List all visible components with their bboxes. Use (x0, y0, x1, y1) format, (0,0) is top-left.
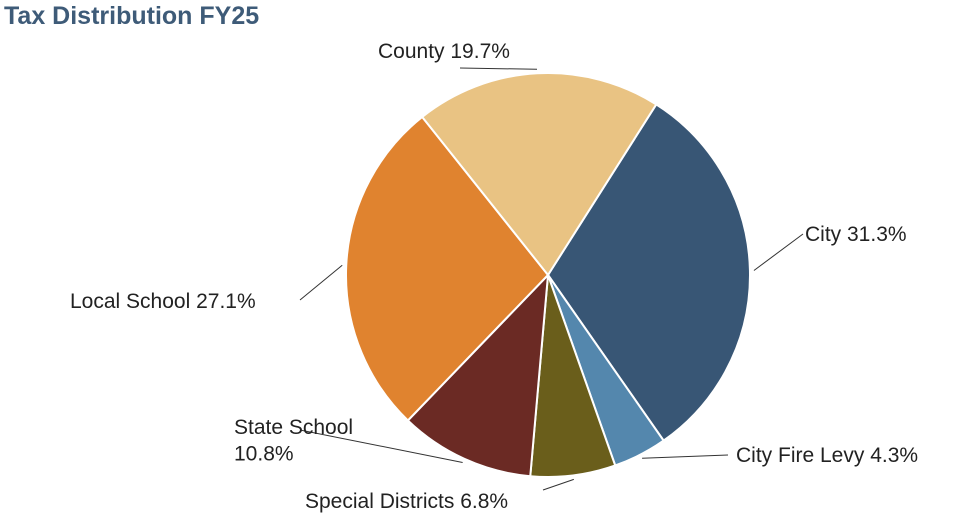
leader-line-special-districts (542, 478, 574, 491)
label-local-school: Local School 27.1% (70, 290, 256, 313)
leader-line-city-fire-levy (642, 454, 729, 459)
leader-line-county (459, 67, 538, 70)
slice-state-school (406, 272, 550, 478)
leader-line-state-school (299, 429, 463, 463)
slice-city (546, 103, 751, 443)
label-state-school: State School 10.8% (234, 416, 353, 465)
pie-slices (345, 72, 751, 478)
chart-title: Tax Distribution FY25 (4, 2, 260, 30)
label-city-fire-levy: City Fire Levy 4.3% (736, 444, 918, 467)
slice-labels: City 31.3% City Fire Levy 4.3% Special Dis… (70, 40, 918, 513)
slice-local-school (345, 115, 550, 422)
leader-line-city (753, 233, 804, 271)
leader-lines (299, 67, 804, 491)
slice-county (420, 72, 658, 277)
label-county: County 19.7% (378, 40, 510, 63)
leader-line-local-school (299, 264, 343, 301)
label-city: City 31.3% (805, 223, 907, 246)
label-special-districts: Special Districts 6.8% (305, 490, 508, 513)
